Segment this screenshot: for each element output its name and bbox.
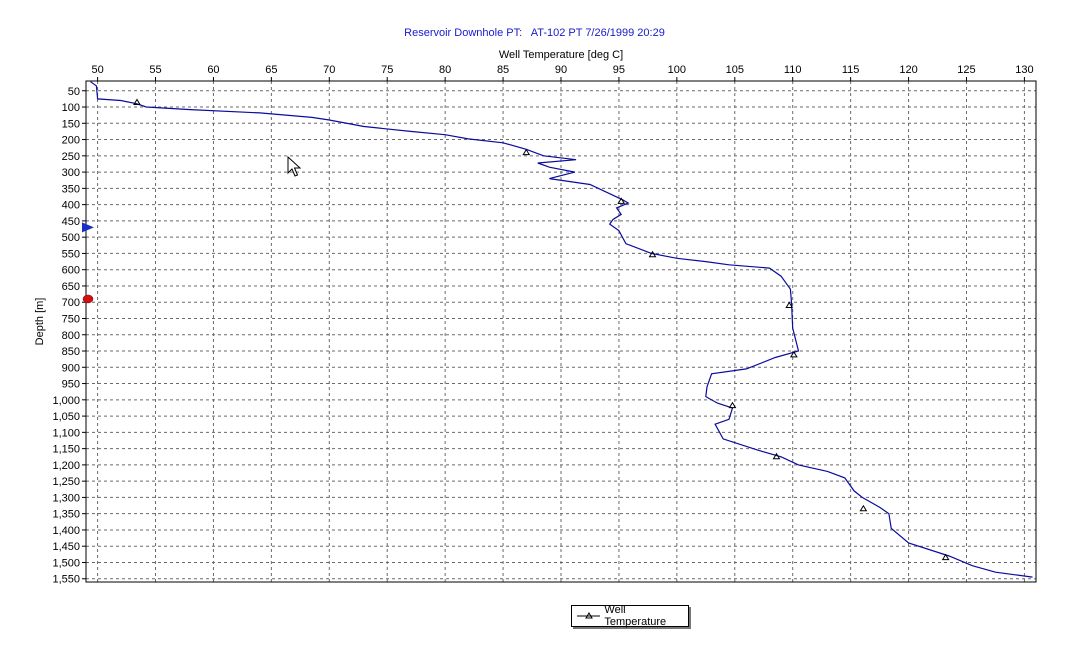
x-tick-label: 85 bbox=[497, 64, 509, 76]
series-marker-point bbox=[789, 350, 798, 358]
y-tick-label: 450 bbox=[62, 216, 80, 228]
y-tick-label: 1,300 bbox=[52, 492, 80, 504]
x-tick-label: 90 bbox=[555, 64, 567, 76]
x-axis-ticks: 50 55 60 65 70 75 80 85 90 95 100 105 110 115 120 125 13… bbox=[91, 64, 1034, 81]
x-tick-label: 100 bbox=[668, 64, 686, 76]
x-tick-label: 120 bbox=[899, 64, 917, 76]
x-axis-label: Well Temperature [deg C] bbox=[499, 49, 623, 61]
x-tick-label: 125 bbox=[957, 64, 975, 76]
series-marker-point bbox=[648, 250, 657, 258]
y-tick-label: 1,350 bbox=[52, 509, 80, 521]
y-tick-label: 150 bbox=[62, 118, 80, 130]
y-tick-label: 1,100 bbox=[52, 427, 80, 439]
y-tick-label: 600 bbox=[62, 265, 80, 277]
y-tick-label: 800 bbox=[62, 330, 80, 342]
series-marker-point bbox=[522, 148, 531, 156]
x-tick-label: 70 bbox=[323, 64, 335, 76]
y-tick-label: 1,400 bbox=[52, 525, 80, 537]
series-marker-point bbox=[728, 401, 737, 409]
depth-marker-red bbox=[82, 294, 94, 304]
y-tick-label: 1,150 bbox=[52, 444, 80, 456]
y-tick-label: 200 bbox=[62, 135, 80, 147]
series-marker-point bbox=[941, 553, 950, 561]
y-tick-label: 400 bbox=[62, 200, 80, 212]
x-tick-label: 105 bbox=[726, 64, 744, 76]
y-tick-label: 50 bbox=[68, 86, 80, 98]
y-tick-label: 950 bbox=[62, 379, 80, 391]
y-tick-label: 550 bbox=[62, 248, 80, 260]
legend: Well Temperature bbox=[571, 604, 689, 628]
y-tick-label: 750 bbox=[62, 313, 80, 325]
y-tick-label: 650 bbox=[62, 281, 80, 293]
x-tick-label: 115 bbox=[842, 64, 860, 76]
series-marker-point bbox=[785, 301, 794, 308]
series-layer bbox=[90, 81, 1033, 578]
x-tick-label: 50 bbox=[91, 64, 103, 76]
x-tick-label: 80 bbox=[439, 64, 451, 76]
y-tick-label: 350 bbox=[62, 183, 80, 195]
y-tick-label: 1,500 bbox=[52, 557, 80, 569]
chart-title: Reservoir Downhole PT: AT-102 PT 7/26/19… bbox=[404, 27, 665, 39]
y-axis-ticks: 50 100 150 200 250 300 350 400 450 500 550 600 650 70… bbox=[52, 86, 86, 586]
legend-label: Well Temperature bbox=[604, 604, 667, 628]
x-tick-label: 60 bbox=[207, 64, 219, 76]
y-tick-label: 100 bbox=[62, 102, 80, 114]
depth-marker-blue bbox=[82, 222, 94, 233]
y-tick-label: 1,000 bbox=[52, 395, 80, 407]
y-tick-label: 300 bbox=[62, 167, 80, 179]
x-tick-label: 110 bbox=[784, 64, 802, 76]
mouse-pointer-icon bbox=[287, 156, 301, 177]
series-line-well-temperature bbox=[90, 81, 1033, 578]
y-tick-label: 1,200 bbox=[52, 460, 80, 472]
x-tick-label: 95 bbox=[613, 64, 625, 76]
x-tick-label: 130 bbox=[1015, 64, 1033, 76]
x-tick-label: 75 bbox=[381, 64, 393, 76]
x-tick-label: 65 bbox=[265, 64, 277, 76]
y-tick-label: 500 bbox=[62, 232, 80, 244]
y-tick-label: 700 bbox=[62, 297, 80, 309]
y-tick-label: 1,250 bbox=[52, 476, 80, 488]
series-marker-point bbox=[772, 452, 781, 460]
y-tick-label: 250 bbox=[62, 151, 80, 163]
y-tick-label: 1,550 bbox=[52, 574, 80, 586]
y-tick-label: 900 bbox=[62, 362, 80, 374]
grid-layer bbox=[86, 81, 1036, 582]
y-tick-label: 850 bbox=[62, 346, 80, 358]
series-marker-point bbox=[133, 98, 141, 105]
y-axis-label: Depth [m] bbox=[34, 298, 46, 346]
y-tick-label: 1,450 bbox=[52, 541, 80, 553]
series-marker-point bbox=[859, 504, 868, 512]
x-tick-label: 55 bbox=[149, 64, 161, 76]
legend-line-icon bbox=[577, 612, 601, 619]
series-marker-point bbox=[617, 197, 626, 204]
y-tick-label: 1,050 bbox=[52, 411, 80, 423]
indicator-layer bbox=[82, 222, 94, 304]
